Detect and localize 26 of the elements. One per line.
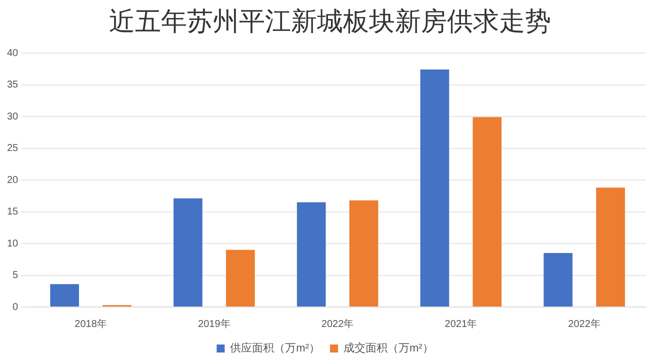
bar [472,117,502,306]
bar [226,250,255,306]
y-tick-label: 35 [7,80,19,90]
bar [420,70,450,306]
x-tick-label: 2022年 [568,318,600,330]
y-tick-label: 40 [7,48,19,59]
legend-label: 供应面积（万m²） [230,342,320,355]
y-tick-label: 10 [7,238,19,250]
y-tick-label: 20 [7,174,19,186]
y-tick-label: 15 [7,206,19,218]
x-tick-label: 2022年 [321,318,354,330]
bar [296,202,326,306]
y-tick-label: 25 [7,143,19,154]
bar [596,188,625,306]
y-tick-label: 5 [12,270,19,281]
bar [349,200,378,306]
x-tick-label: 2021年 [444,318,478,330]
x-tick-label: 2018年 [74,318,107,330]
bar [174,198,202,306]
legend-label: 成交面积（万m²） [344,342,434,355]
bar [544,253,573,306]
x-tick-label: 2019年 [198,318,230,330]
y-tick-label: 0 [12,302,19,313]
y-tick-label: 30 [7,111,19,122]
bar [50,284,80,306]
chart-title: 近五年苏州平江新城板块新房供求走势 [108,6,552,39]
